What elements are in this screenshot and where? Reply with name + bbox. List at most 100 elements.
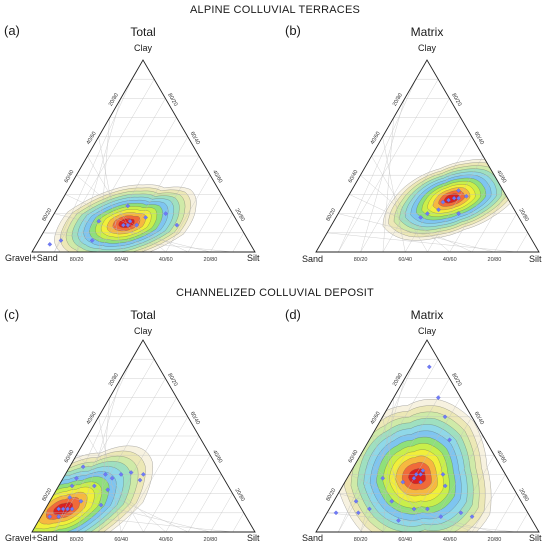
grid-line: [143, 155, 200, 253]
tick-label-bottom: 40/60: [159, 257, 173, 263]
grid-line: [98, 117, 177, 253]
grid-line: [165, 175, 211, 253]
tick-label-bottom: 80/20: [70, 257, 84, 263]
tick-label-bottom: 60/40: [114, 257, 128, 263]
grid-line: [43, 232, 233, 253]
panel-letter: (b): [285, 23, 301, 38]
sample-point: [367, 506, 372, 512]
grid-line: [87, 435, 144, 533]
sample-point: [118, 472, 124, 477]
grid-line: [143, 435, 200, 533]
tick-label-bottom: 80/20: [70, 537, 84, 543]
sample-point: [442, 414, 448, 420]
tick-label-bottom: 20/80: [488, 257, 502, 263]
grid-line: [360, 175, 450, 253]
grid-line: [382, 117, 461, 253]
tick-label-bottom: 20/80: [204, 537, 218, 543]
ternary-grid: [327, 79, 528, 253]
sample-point: [137, 477, 143, 483]
grid-line: [210, 493, 233, 533]
corner-label-left: Gravel+Sand: [5, 533, 58, 543]
grid-line: [327, 512, 517, 533]
sample-point: [58, 238, 64, 243]
tick-label-left: 80/20: [325, 488, 337, 503]
sample-point: [440, 199, 446, 205]
sample-point: [163, 211, 169, 216]
sample-point: [109, 475, 115, 481]
tick-label-left: 60/40: [347, 169, 359, 184]
panel-letter: (d): [285, 307, 301, 322]
grid-line: [471, 194, 506, 253]
grid-line: [210, 213, 233, 253]
sample-point: [425, 506, 430, 512]
density-contours: [32, 445, 154, 532]
apex-label-clay: Clay: [134, 326, 153, 336]
sample-point: [141, 472, 146, 477]
tick-label-right: 80/20: [166, 92, 178, 107]
sample-point: [456, 195, 461, 201]
grid-line: [76, 175, 166, 253]
tick-label-right: 40/60: [211, 169, 223, 184]
sample-point: [456, 211, 461, 216]
section-title-channelized: CHANNELIZED COLLUVIAL DEPOSIT: [176, 287, 374, 299]
density-contours: [382, 159, 518, 241]
sample-point: [411, 475, 417, 481]
grid-line: [98, 397, 177, 533]
tick-label-right: 20/80: [517, 208, 529, 223]
sample-point: [400, 479, 406, 485]
sample-point: [56, 506, 62, 512]
grid-line: [65, 474, 189, 533]
tick-label-right: 40/60: [211, 449, 223, 464]
sample-point: [418, 479, 423, 485]
panel-title: Matrix: [411, 308, 444, 322]
sample-point: [442, 483, 448, 489]
sample-point: [456, 188, 461, 193]
tick-label-bottom: 60/40: [114, 537, 128, 543]
apex-label-clay: Clay: [418, 43, 437, 53]
grid-line: [76, 455, 166, 533]
grid-line: [449, 455, 495, 533]
tick-label-right: 40/60: [495, 449, 507, 464]
tick-label-left: 80/20: [41, 208, 53, 223]
ternary-frame: [315, 339, 540, 533]
sample-point: [333, 510, 339, 516]
sample-point: [80, 464, 86, 470]
sample-point: [125, 222, 131, 228]
sample-point: [92, 483, 97, 489]
tick-label-left: 20/80: [108, 92, 120, 107]
sample-point: [451, 195, 457, 201]
sample-point: [389, 498, 395, 504]
sample-point: [69, 483, 75, 489]
ternary-frame: [31, 339, 256, 533]
sample-point: [89, 238, 95, 243]
grid-line: [449, 175, 495, 253]
corner-label-right: Silt: [529, 533, 542, 543]
tick-label-left: 20/80: [392, 92, 404, 107]
tick-label-left: 80/20: [325, 208, 337, 223]
panel-letter: (a): [4, 23, 20, 38]
tick-label-bottom: 20/80: [488, 537, 502, 543]
sample-point: [60, 506, 66, 512]
apex-label-clay: Clay: [134, 43, 153, 53]
sample-point: [446, 197, 451, 203]
grid-line: [327, 232, 517, 253]
sample-point: [425, 211, 430, 216]
grid-line: [471, 474, 506, 533]
ternary-grid: [43, 359, 244, 533]
grid-line: [516, 512, 528, 533]
sample-point: [125, 203, 131, 209]
sample-points: [47, 203, 180, 247]
sample-point: [96, 218, 102, 224]
section-title-alpine: ALPINE COLLUVIAL TERRACES: [190, 4, 360, 16]
tick-label-bottom: 80/20: [354, 257, 368, 263]
density-contours: [337, 399, 492, 532]
apex-label-clay: Clay: [418, 326, 437, 336]
density-level-12: [408, 468, 426, 485]
tick-label-left: 40/60: [86, 411, 98, 426]
sample-point: [356, 510, 361, 516]
sample-point: [56, 514, 62, 519]
sample-point: [426, 364, 432, 370]
ternary-frame: [31, 59, 256, 253]
grid-line: [165, 455, 211, 533]
